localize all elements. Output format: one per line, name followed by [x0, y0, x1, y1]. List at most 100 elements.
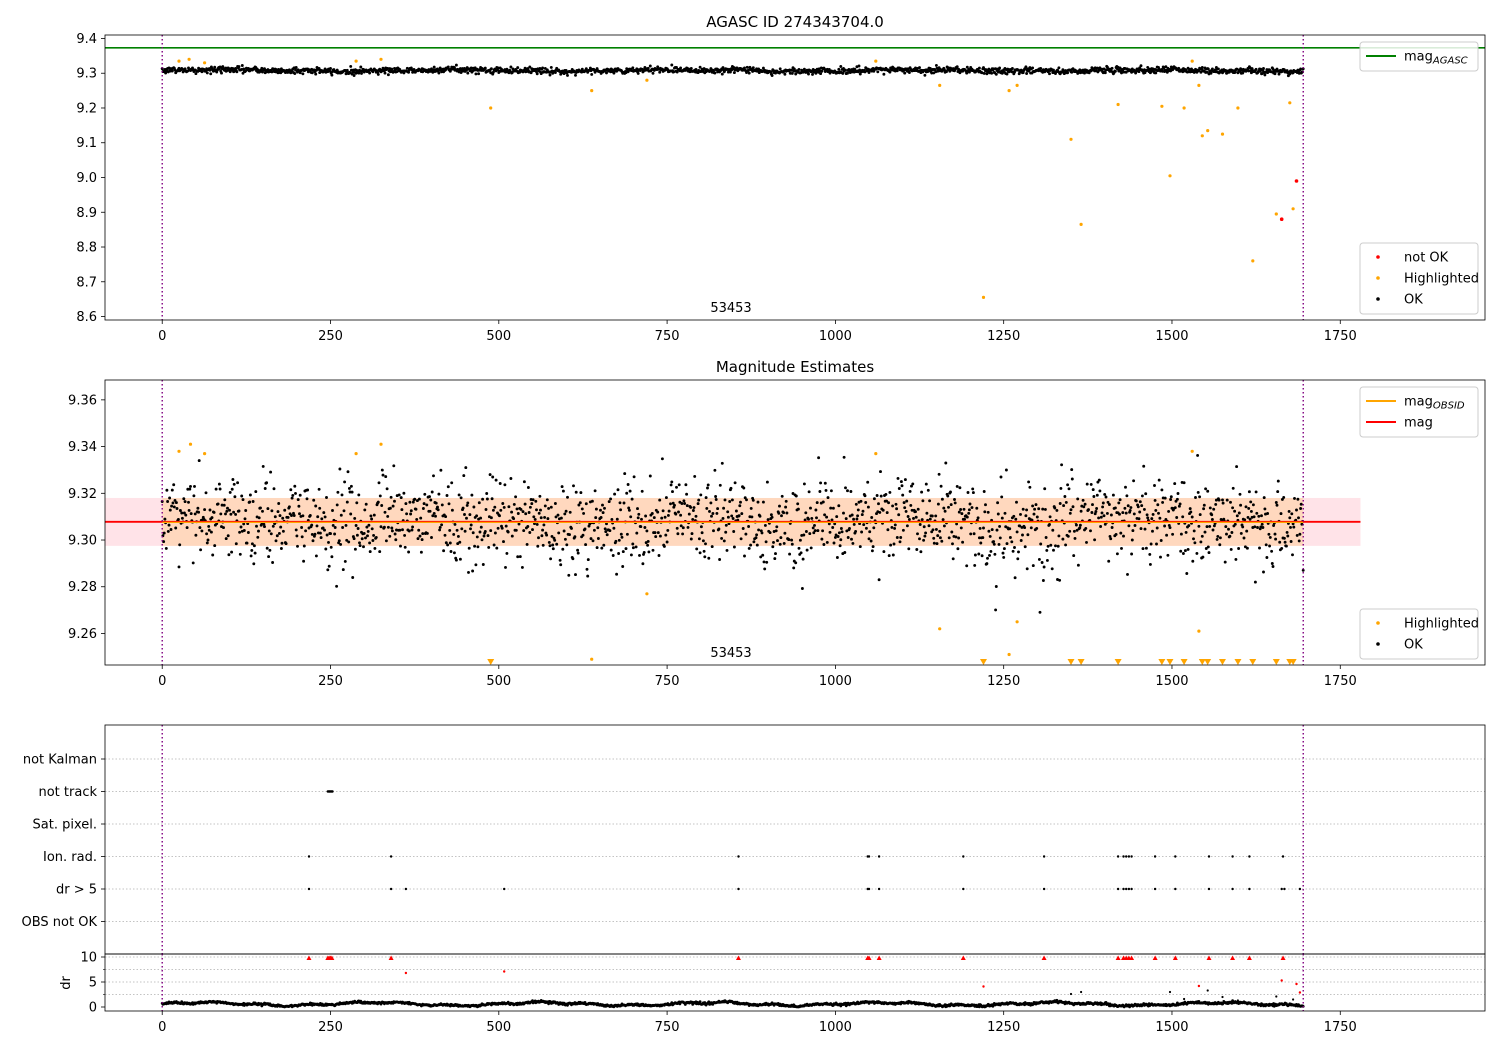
ok-point — [704, 496, 708, 500]
ok-point — [561, 547, 565, 551]
ok-point — [577, 503, 581, 507]
ok-point — [896, 476, 900, 480]
ok-point — [388, 506, 392, 510]
ok-point — [1271, 565, 1275, 568]
ok-point — [1021, 507, 1025, 511]
ok-point — [466, 71, 470, 75]
legend-label: magOBSID — [1404, 395, 1465, 412]
ok-point — [1039, 542, 1043, 546]
ok-point — [1121, 511, 1125, 515]
ok-point — [689, 505, 693, 509]
ok-point — [679, 524, 683, 528]
ok-point — [704, 542, 707, 546]
highlighted-point — [1015, 620, 1019, 624]
ok-point — [844, 517, 848, 521]
ok-point — [503, 483, 507, 487]
flag-marker — [1127, 887, 1131, 891]
ok-point — [1068, 529, 1072, 533]
ok-point — [1103, 522, 1107, 526]
ok-point — [893, 523, 897, 527]
ok-point — [877, 578, 881, 582]
ok-point — [1286, 534, 1290, 538]
ok-point — [749, 543, 753, 547]
ok-point — [312, 498, 316, 502]
ok-point — [832, 541, 836, 545]
ok-point — [1163, 496, 1167, 500]
ok-point — [1084, 526, 1088, 530]
ok-point — [1189, 510, 1193, 514]
flag-marker — [867, 855, 871, 858]
ok-point — [1203, 530, 1207, 534]
ok-point — [1205, 525, 1209, 529]
y-tick-label: 9.3 — [76, 67, 97, 82]
ok-point — [864, 526, 868, 530]
ok-point — [907, 518, 911, 521]
ok-point — [1154, 71, 1158, 75]
ok-point — [718, 558, 722, 561]
ok-point — [1216, 67, 1220, 71]
ok-point — [515, 507, 519, 511]
ok-point — [234, 542, 238, 546]
ok-point — [289, 488, 293, 492]
ok-point — [1023, 545, 1027, 549]
ok-point — [980, 554, 984, 558]
ok-point — [535, 508, 538, 512]
ok-point — [954, 535, 958, 539]
ok-point — [205, 532, 209, 536]
ok-point — [810, 516, 814, 520]
ok-point — [869, 539, 873, 543]
ok-point — [879, 470, 882, 474]
ok-point — [257, 529, 260, 533]
ok-point — [820, 537, 824, 541]
ok-point — [661, 509, 665, 513]
ok-point — [349, 512, 353, 516]
ok-point — [355, 501, 359, 505]
ok-point — [473, 544, 477, 548]
ok-point — [1106, 500, 1110, 504]
below-range-marker — [1234, 659, 1242, 665]
ok-point — [992, 540, 996, 544]
ok-point — [479, 516, 483, 520]
ok-point — [1140, 504, 1144, 508]
ok-point — [831, 506, 835, 510]
ok-point — [1169, 495, 1173, 499]
highlighted-point — [1007, 89, 1011, 93]
ok-point — [1197, 524, 1201, 528]
ok-point — [1053, 506, 1057, 510]
ok-point — [780, 494, 784, 498]
ok-point — [1297, 539, 1301, 543]
ok-point — [1245, 529, 1249, 533]
ok-point — [1138, 510, 1142, 514]
ok-point — [1151, 512, 1155, 516]
ok-point — [193, 512, 197, 516]
ok-point — [1253, 525, 1257, 529]
ok-point — [640, 489, 644, 493]
below-range-marker — [487, 659, 495, 665]
ok-point — [1218, 536, 1222, 540]
ok-point — [648, 474, 652, 478]
ok-point — [1284, 544, 1288, 548]
ok-point — [895, 536, 899, 539]
ok-point — [465, 516, 468, 520]
ok-point — [1199, 70, 1203, 74]
ok-point — [629, 553, 633, 557]
ok-point — [844, 68, 847, 72]
ok-point — [1146, 65, 1150, 69]
below-range-marker — [1180, 659, 1188, 665]
ok-point — [330, 555, 334, 559]
dr-point — [1055, 998, 1059, 1002]
ok-point — [1035, 526, 1039, 530]
ok-point — [949, 490, 952, 494]
ok-point — [694, 68, 698, 71]
ok-point — [840, 530, 844, 534]
ok-point — [631, 542, 635, 546]
ok-point — [489, 516, 493, 520]
ok-point — [1292, 525, 1296, 529]
ok-point — [664, 533, 668, 537]
ok-point — [456, 542, 460, 546]
ok-point — [337, 539, 341, 543]
ok-point — [501, 502, 505, 505]
ok-point — [790, 71, 794, 75]
legend-label: not OK — [1404, 251, 1449, 266]
ok-point — [170, 488, 174, 492]
